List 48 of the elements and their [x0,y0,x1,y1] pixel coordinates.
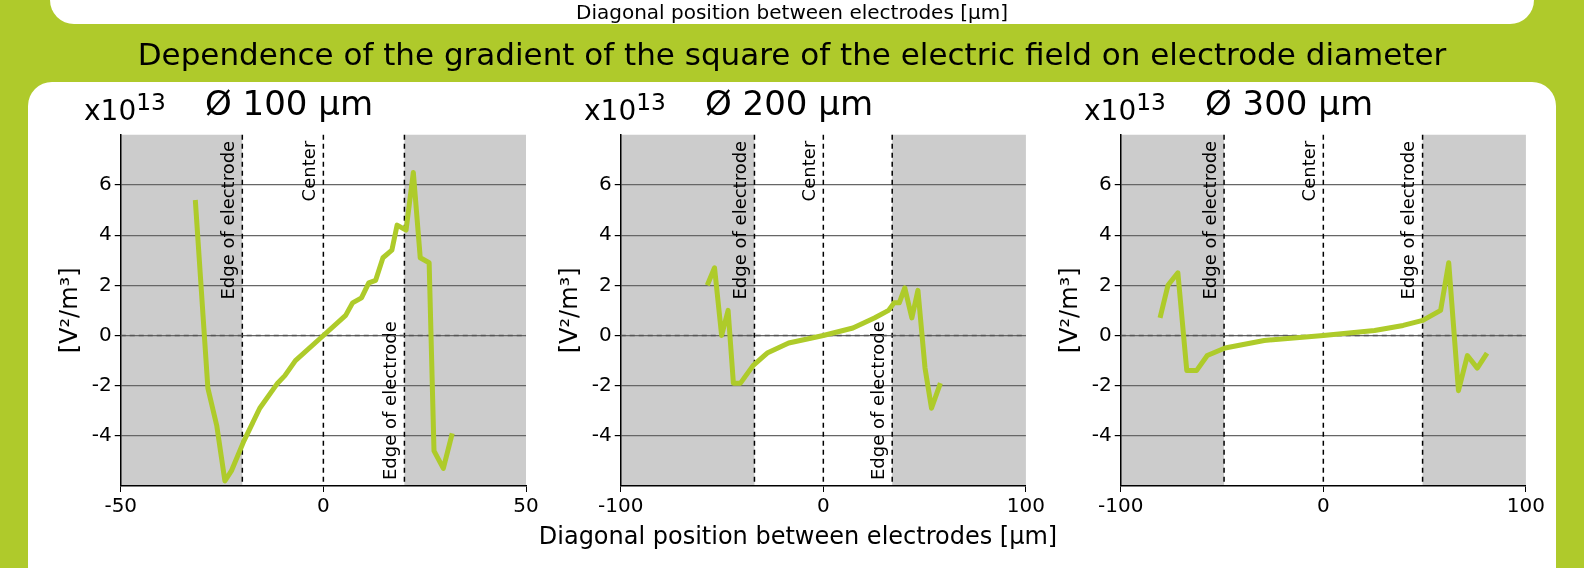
y-tick-label: 0 [1099,321,1112,346]
x-tick-label: -100 [598,493,644,518]
y-tick-label: 6 [599,171,612,196]
ref-line-label: Center [1298,140,1319,202]
text: Diagonal position between electrodes [µm] [50,0,1534,24]
y-axis-title: [V²/m³] [54,267,83,354]
y-tick-label: -4 [91,422,112,447]
y-tick-label: 6 [99,171,112,196]
y-tick-label: -2 [91,371,112,396]
y-axis-title: [V²/m³] [1054,267,1083,354]
x-tick-label: 100 [1006,493,1046,518]
x-tick-label: 0 [816,493,830,518]
y-tick-label: -4 [591,422,612,447]
y-tick-label: 4 [1099,221,1112,246]
ref-line-label: Edge of electrode [379,321,401,480]
x-tick-label: 0 [317,493,330,518]
text: x10$^{13}$ [84,88,166,128]
y-tick-label: 0 [99,321,112,346]
y-tick-label: 2 [99,271,112,296]
y-tick-label: 6 [1099,171,1112,196]
y-tick-label: 2 [599,271,612,296]
text: x10$^{13}$ [1084,88,1166,128]
chart-title: Ø 200 µm [704,83,874,124]
y-tick-label: -2 [591,371,612,396]
y-tick-label: 4 [599,221,612,246]
x-tick-label: 0 [1316,493,1330,518]
chart-title: Ø 100 µm [204,83,374,124]
x-axis-title: Diagonal position between electrodes [µm] [538,522,1058,550]
ref-line-label: Edge of electrode [1397,140,1419,300]
text: Dependence of the gradient of the square of the electric field on electrode diameter [136,35,1448,74]
y-tick-label: -2 [1091,371,1112,396]
ref-line-label: Edge of electrode [729,140,751,300]
x-tick-label: 50 [513,493,539,518]
y-tick-label: 0 [599,321,612,346]
text: x10$^{13}$ [584,88,666,128]
y-tick-label: 4 [99,221,112,246]
ref-line-label: Edge of electrode [1198,140,1220,300]
chart-title: Ø 300 µm [1204,83,1374,124]
ref-line-label: Edge of electrode [866,321,888,480]
y-axis-title: [V²/m³] [554,267,583,354]
ref-line-label: Edge of electrode [216,140,238,300]
y-tick-label: 2 [1099,271,1112,296]
x-tick-label: -100 [1098,493,1144,518]
ref-line-label: Center [298,140,320,202]
y-tick-label: -4 [1091,422,1112,447]
ref-line-label: Center [798,140,819,202]
x-tick-label: -50 [104,493,138,518]
x-tick-label: 100 [1506,493,1546,518]
